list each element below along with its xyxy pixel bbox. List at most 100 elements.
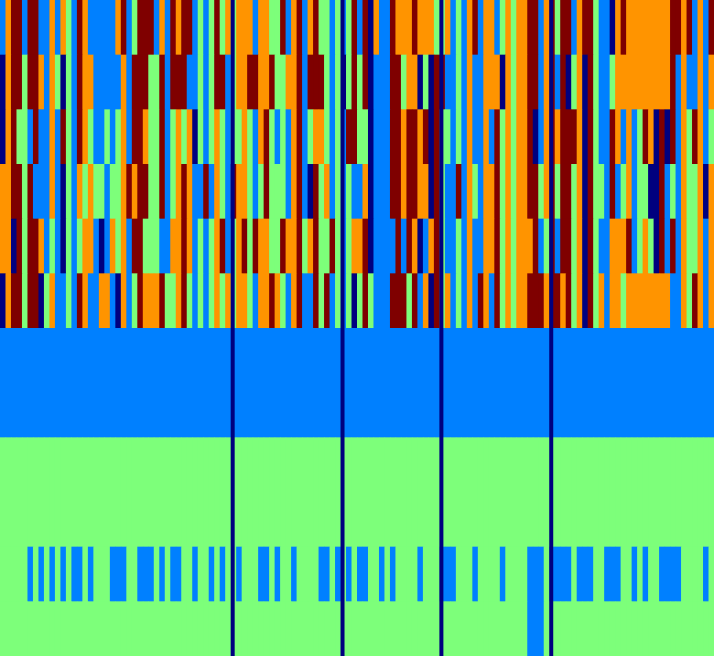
heatmap-cell — [510, 601, 517, 656]
heatmap-cell — [346, 546, 353, 602]
heatmap-cell — [302, 164, 309, 220]
heatmap-cell — [411, 437, 419, 493]
heatmap-cell — [164, 54, 171, 110]
heatmap-cell — [5, 109, 12, 165]
heatmap-cell — [378, 437, 386, 493]
heatmap-cell — [0, 273, 7, 329]
heatmap-cell — [0, 218, 7, 274]
heatmap-cell — [0, 546, 7, 602]
heatmap-cell — [247, 109, 254, 165]
heatmap-cell — [488, 273, 495, 329]
heatmap-cell — [27, 54, 34, 110]
heatmap-cell — [406, 601, 413, 656]
heatmap-cell — [505, 164, 512, 220]
heatmap-cell — [98, 437, 105, 493]
heatmap-cell — [159, 437, 166, 493]
heatmap-cell — [417, 164, 424, 220]
heatmap-cell — [60, 218, 67, 274]
heatmap-cell — [208, 54, 215, 110]
heatmap-cell — [203, 546, 210, 602]
heatmap-cell — [82, 382, 89, 438]
heatmap-cell — [461, 601, 468, 656]
heatmap-cell — [631, 437, 638, 493]
heatmap-cell — [697, 0, 704, 56]
heatmap-cell — [258, 328, 265, 384]
heatmap-cell — [664, 546, 671, 602]
heatmap-cell — [0, 54, 7, 110]
heatmap-cell — [593, 328, 600, 384]
heatmap-cell — [422, 109, 429, 165]
heatmap-cell — [115, 273, 122, 329]
heatmap-cell — [576, 218, 583, 274]
heatmap-cell — [38, 273, 45, 329]
heatmap-cell — [357, 273, 364, 329]
heatmap-cell — [236, 218, 243, 274]
heatmap-cell — [538, 546, 545, 602]
heatmap-cell — [703, 0, 710, 56]
heatmap-cell — [346, 382, 353, 438]
heatmap-cell — [681, 164, 688, 220]
heatmap-cell — [593, 164, 600, 220]
heatmap-cell — [159, 54, 166, 110]
heatmap-cell — [335, 601, 342, 656]
heatmap-cell — [126, 218, 133, 274]
heatmap-cell — [521, 218, 528, 274]
heatmap-cell — [164, 0, 171, 56]
heatmap-cell — [137, 109, 144, 165]
heatmap-cell — [214, 328, 221, 384]
heatmap-cell — [318, 218, 325, 274]
heatmap-cell — [373, 437, 380, 493]
heatmap-cell — [43, 218, 51, 274]
heatmap-cell — [76, 0, 83, 56]
heatmap-cell — [131, 601, 138, 656]
heatmap-cell — [373, 273, 380, 329]
heatmap-cell — [532, 437, 539, 493]
heatmap-cell — [10, 546, 18, 602]
heatmap-cell — [269, 164, 276, 220]
heatmap-cell — [0, 109, 7, 165]
heatmap-cell — [27, 382, 34, 438]
heatmap-cell — [505, 0, 512, 56]
heatmap-cell — [571, 328, 578, 384]
heatmap-cell — [675, 273, 682, 329]
heatmap-cell — [631, 601, 638, 656]
heatmap-cell — [488, 328, 495, 384]
heatmap-cell — [450, 54, 457, 110]
heatmap-cell — [670, 273, 677, 329]
heatmap-cell — [609, 218, 616, 274]
heatmap-cell — [400, 109, 408, 165]
heatmap-cell — [214, 273, 221, 329]
heatmap-cell — [269, 492, 276, 548]
heatmap-cell — [571, 164, 578, 220]
heatmap-cell — [708, 382, 714, 438]
heatmap-cell — [318, 546, 325, 602]
heatmap-cell — [357, 164, 364, 220]
heatmap-cell — [104, 273, 111, 329]
heatmap-cell — [472, 601, 479, 656]
heatmap-cell — [318, 328, 325, 384]
heatmap-cell — [472, 492, 479, 548]
heatmap-cell — [428, 492, 435, 548]
heatmap-cell — [686, 601, 693, 656]
heatmap-cell — [126, 382, 133, 438]
heatmap-cell — [307, 54, 314, 110]
heatmap-cell — [131, 273, 138, 329]
heatmap-cell — [565, 0, 572, 56]
heatmap-cell — [450, 492, 457, 548]
heatmap-cell — [417, 218, 424, 274]
heatmap-cell — [384, 492, 391, 548]
heatmap-cell — [681, 382, 688, 438]
heatmap-cell — [175, 164, 182, 220]
heatmap-cell — [587, 0, 594, 56]
heatmap-cell — [318, 601, 325, 656]
heatmap-cell — [527, 601, 534, 656]
heatmap-cell — [93, 601, 100, 656]
heatmap-cell — [263, 328, 270, 384]
heatmap-cell — [472, 437, 479, 493]
heatmap-cell — [675, 109, 682, 165]
heatmap-cell — [417, 328, 424, 384]
heatmap-cell — [686, 0, 693, 56]
heatmap-cell — [76, 437, 83, 493]
heatmap-cell — [384, 601, 391, 656]
heatmap-cell — [131, 382, 138, 438]
